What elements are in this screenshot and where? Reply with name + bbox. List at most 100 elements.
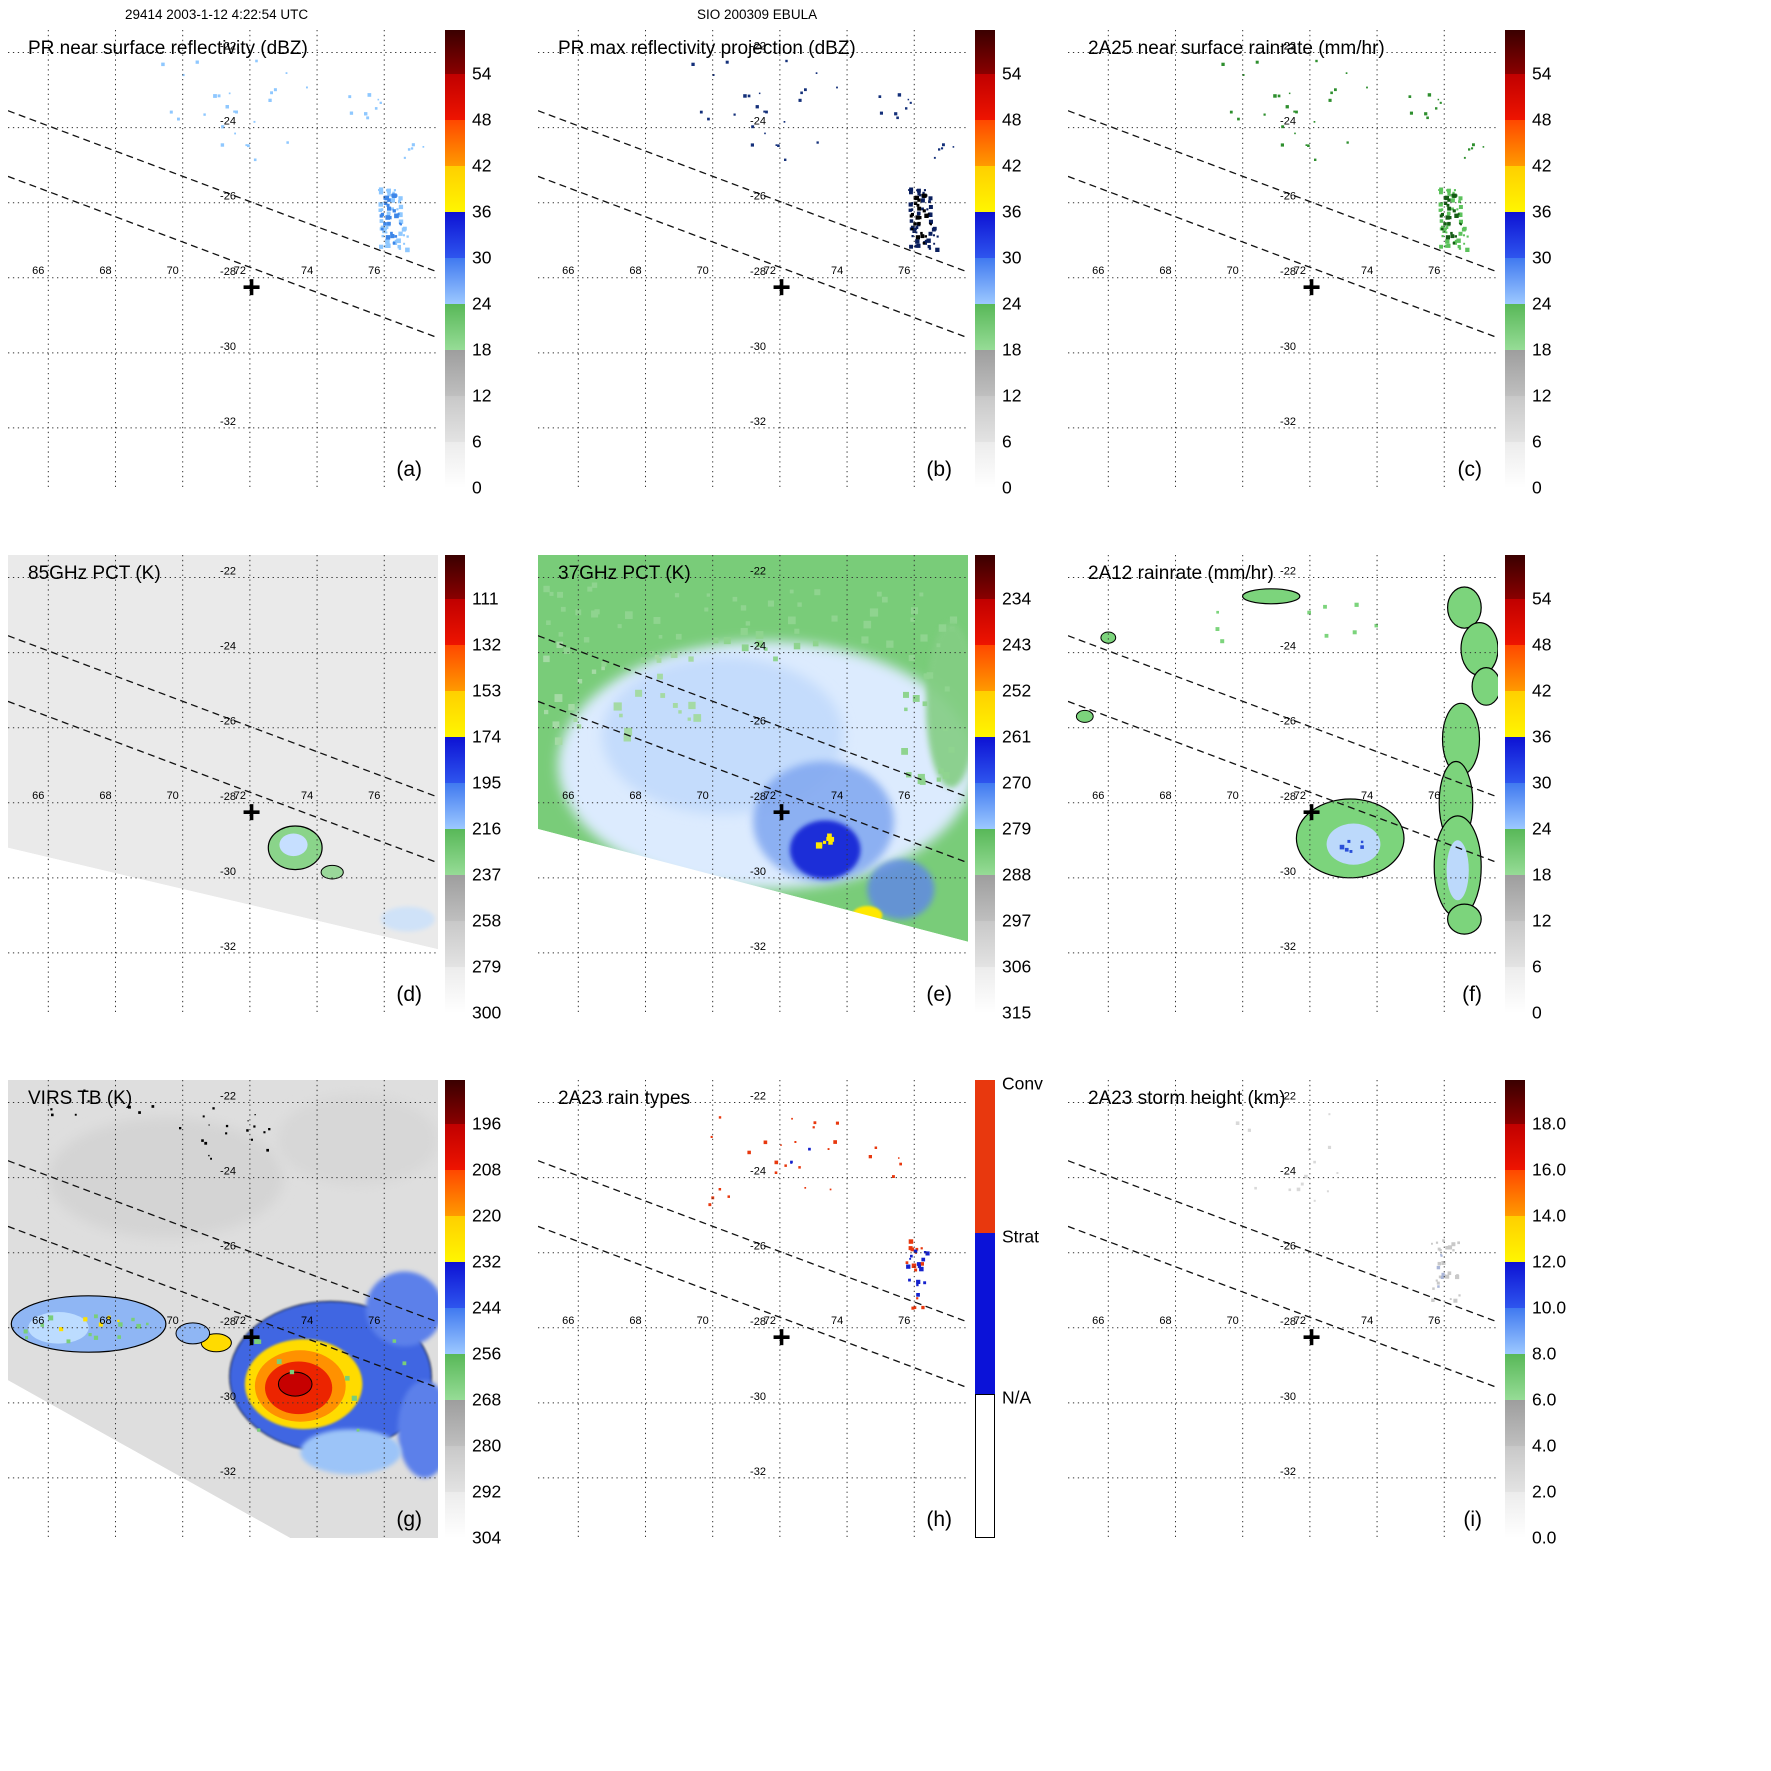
map-speck: [921, 1257, 926, 1262]
colorbar-segment: [975, 303, 995, 350]
map-b: 66 68 70 72 74 76 -22 -24 -26 -28 -30 -32 PR max ref…: [538, 30, 968, 488]
map-speck: [1439, 244, 1443, 249]
colorbar-cap: [975, 30, 995, 74]
map-a: 66 68 70 72 74 76 -22 -24 -26 -28 -30 -32 PR near su…: [8, 30, 438, 488]
map-h: 66 68 70 72 74 76 -22 -24 -26 -28 -30 -32 2A23 rain …: [538, 1080, 968, 1538]
map-feature: [175, 1322, 211, 1345]
colorbar-tick: 256: [472, 1343, 502, 1364]
lon-label: 70: [697, 265, 709, 277]
lat-label: -26: [220, 1241, 236, 1253]
colorbar-tick: 48: [1532, 109, 1552, 130]
map-speck: [131, 1317, 135, 1322]
colorbar-tick: 232: [472, 1251, 502, 1272]
map-speck: [554, 694, 563, 702]
colorbar-segment: [975, 1080, 995, 1234]
map-speck: [383, 222, 387, 226]
panel-title: 2A23 rain types: [558, 1088, 690, 1109]
map-speck: [601, 661, 607, 667]
colorbar-tick: 18.0: [1532, 1113, 1567, 1133]
colorbar-segment: [1505, 782, 1525, 829]
map-speck: [774, 1160, 779, 1165]
colorbar-segment: [445, 349, 465, 396]
map-speck: [587, 586, 593, 592]
colorbar-segment: [975, 920, 995, 967]
map-speck: [405, 247, 410, 253]
map-speck: [1439, 187, 1444, 192]
map-speck: [908, 1246, 913, 1251]
map-speck: [212, 1107, 215, 1110]
map-speck: [1216, 610, 1219, 614]
lon-label: 66: [1092, 790, 1104, 802]
colorbar-tick: 6: [1532, 956, 1542, 977]
colorbar-tick: 292: [472, 1481, 502, 1502]
swath-edge-line: [8, 110, 438, 273]
map-speck: [268, 1128, 271, 1131]
colorbar-segment: [1505, 1399, 1525, 1446]
map-speck: [380, 225, 385, 230]
map-speck: [1451, 193, 1455, 197]
map-speck: [775, 144, 778, 146]
map-speck: [268, 98, 272, 102]
map-speck: [916, 243, 921, 248]
map-speck: [601, 666, 605, 671]
map-feature: [1460, 622, 1498, 676]
colorbar-segment: [445, 303, 465, 350]
lat-label: -32: [750, 1466, 766, 1478]
lat-label: -26: [750, 716, 766, 728]
map-speck: [348, 95, 352, 99]
colorbar-tick: 54: [1532, 63, 1552, 83]
colorbar-tick: 18: [1532, 339, 1552, 360]
map-speck: [882, 596, 888, 603]
map-speck: [1454, 239, 1457, 242]
colorbar-segment: [445, 441, 465, 488]
lon-label: 70: [1227, 790, 1239, 802]
map-speck: [161, 62, 165, 67]
lon-label: 74: [301, 790, 313, 802]
map-speck: [1458, 212, 1463, 217]
map-speck: [933, 156, 936, 159]
map-speck: [1344, 847, 1349, 852]
map-speck: [727, 1195, 730, 1198]
map-speck: [390, 231, 393, 235]
map-speck: [286, 141, 289, 144]
swath-edge-line: [8, 635, 438, 798]
lon-label: 72: [764, 1315, 776, 1327]
colorbar-segment: [445, 1261, 465, 1308]
map-speck: [658, 635, 663, 639]
map-speck: [827, 1148, 830, 1150]
colorbar-tick: 196: [472, 1113, 502, 1133]
map-speck: [93, 1335, 99, 1340]
map-speck: [699, 110, 703, 114]
colorbar-segment: [1505, 736, 1525, 783]
map-speck: [1277, 94, 1281, 98]
map-i: 66 68 70 72 74 76 -22 -24 -26 -28 -30 -32 2A23 storm…: [1068, 1080, 1498, 1538]
colorbar-tick: 132: [472, 634, 502, 655]
map-speck: [917, 198, 921, 202]
panel-f: 66 68 70 72 74 76 -22 -24 -26 -28 -30 -32 2A12 rainr…: [1068, 555, 1628, 1080]
map-speck: [1447, 198, 1451, 202]
map-speck: [831, 615, 838, 622]
swath-edge-line: [8, 700, 438, 864]
map-speck: [1457, 245, 1461, 249]
lat-label: -26: [1280, 716, 1296, 728]
map-speck: [273, 88, 277, 92]
map-speck: [755, 631, 764, 639]
lon-label: 70: [167, 790, 179, 802]
colorbar-segment: [975, 1393, 995, 1538]
map-speck: [922, 191, 925, 195]
map-speck: [944, 686, 950, 692]
map-speck: [794, 628, 800, 634]
map-speck: [577, 679, 583, 684]
colorbar-tick: 30: [1532, 772, 1552, 793]
lon-label: 74: [831, 1315, 843, 1327]
colorbar-tick: 16.0: [1532, 1159, 1567, 1180]
colorbar-tick: 42: [1532, 680, 1552, 701]
map-speck: [789, 589, 794, 594]
colorbar-tick: 0: [472, 477, 482, 498]
map-speck: [670, 651, 678, 658]
map-speck: [386, 203, 390, 207]
lon-label: 70: [697, 1315, 709, 1327]
map-speck: [1307, 144, 1310, 147]
map-speck: [378, 187, 384, 192]
map-speck: [1447, 221, 1451, 226]
